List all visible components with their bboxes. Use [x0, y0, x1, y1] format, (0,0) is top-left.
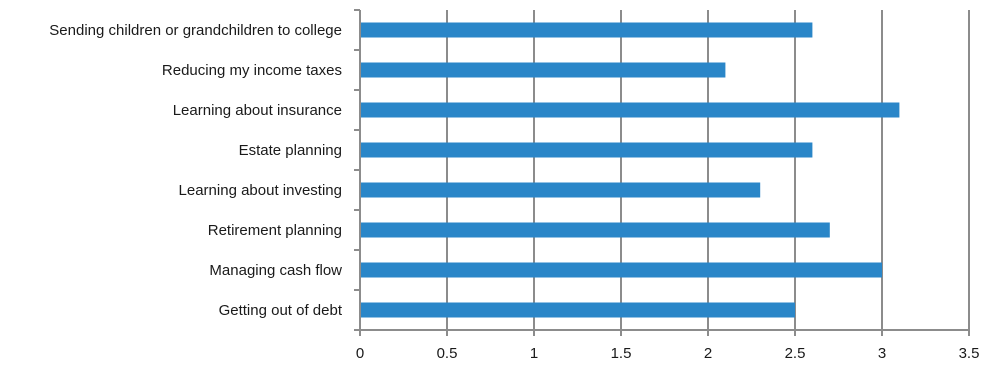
- bar: [360, 22, 813, 38]
- bars: [360, 22, 900, 318]
- category-label: Learning about investing: [179, 182, 342, 199]
- bar: [360, 302, 795, 318]
- axes: [354, 9, 970, 336]
- category-label: Managing cash flow: [209, 262, 342, 279]
- category-label: Estate planning: [239, 142, 342, 159]
- x-tick-label: 1.5: [611, 345, 632, 362]
- category-label: Getting out of debt: [219, 302, 343, 319]
- gridlines: [446, 10, 970, 330]
- x-tick-label: 3.5: [959, 345, 980, 362]
- bar: [360, 102, 900, 118]
- labels: 0 0.5 1 1.5 2 2.5 3 3.5 Sending children or gran…: [49, 22, 979, 362]
- category-label: Retirement planning: [208, 222, 342, 239]
- bar: [360, 62, 726, 78]
- bar: [360, 142, 813, 158]
- category-label: Sending children or grandchildren to col…: [49, 22, 342, 39]
- category-label: Learning about insurance: [173, 102, 342, 119]
- x-tick-label: 0: [356, 345, 364, 362]
- category-label: Reducing my income taxes: [162, 62, 342, 79]
- bar: [360, 182, 761, 198]
- x-tick-label: 3: [878, 345, 886, 362]
- bar: [360, 262, 882, 278]
- x-tick-label: 2: [704, 345, 712, 362]
- bar: [360, 222, 830, 238]
- x-tick-label: 0.5: [437, 345, 458, 362]
- x-tick-label: 2.5: [785, 345, 806, 362]
- x-tick-label: 1: [530, 345, 538, 362]
